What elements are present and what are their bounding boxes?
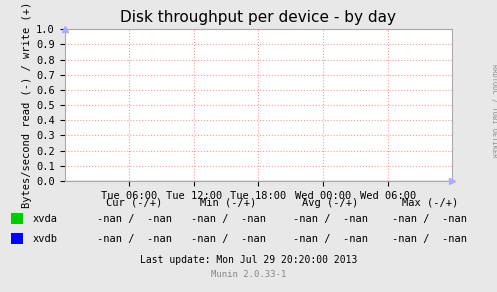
- Text: -nan /  -nan: -nan / -nan: [191, 214, 266, 224]
- Text: Max (-/+): Max (-/+): [402, 198, 458, 208]
- Text: Munin 2.0.33-1: Munin 2.0.33-1: [211, 270, 286, 279]
- Text: Avg (-/+): Avg (-/+): [302, 198, 359, 208]
- Text: xvda: xvda: [32, 214, 57, 224]
- Text: RRDTOOL / TOBI OETIKER: RRDTOOL / TOBI OETIKER: [491, 64, 497, 158]
- Text: Min (-/+): Min (-/+): [200, 198, 257, 208]
- Text: Cur (-/+): Cur (-/+): [106, 198, 163, 208]
- Text: -nan /  -nan: -nan / -nan: [293, 234, 368, 244]
- Text: -nan /  -nan: -nan / -nan: [97, 214, 171, 224]
- Text: -nan /  -nan: -nan / -nan: [97, 234, 171, 244]
- Text: -nan /  -nan: -nan / -nan: [393, 234, 467, 244]
- Text: xvdb: xvdb: [32, 234, 57, 244]
- Text: Last update: Mon Jul 29 20:20:00 2013: Last update: Mon Jul 29 20:20:00 2013: [140, 255, 357, 265]
- Title: Disk throughput per device - by day: Disk throughput per device - by day: [120, 10, 397, 25]
- Y-axis label: Bytes/second read (-) / write (+): Bytes/second read (-) / write (+): [22, 2, 32, 208]
- Text: -nan /  -nan: -nan / -nan: [393, 214, 467, 224]
- Text: -nan /  -nan: -nan / -nan: [293, 214, 368, 224]
- Text: -nan /  -nan: -nan / -nan: [191, 234, 266, 244]
